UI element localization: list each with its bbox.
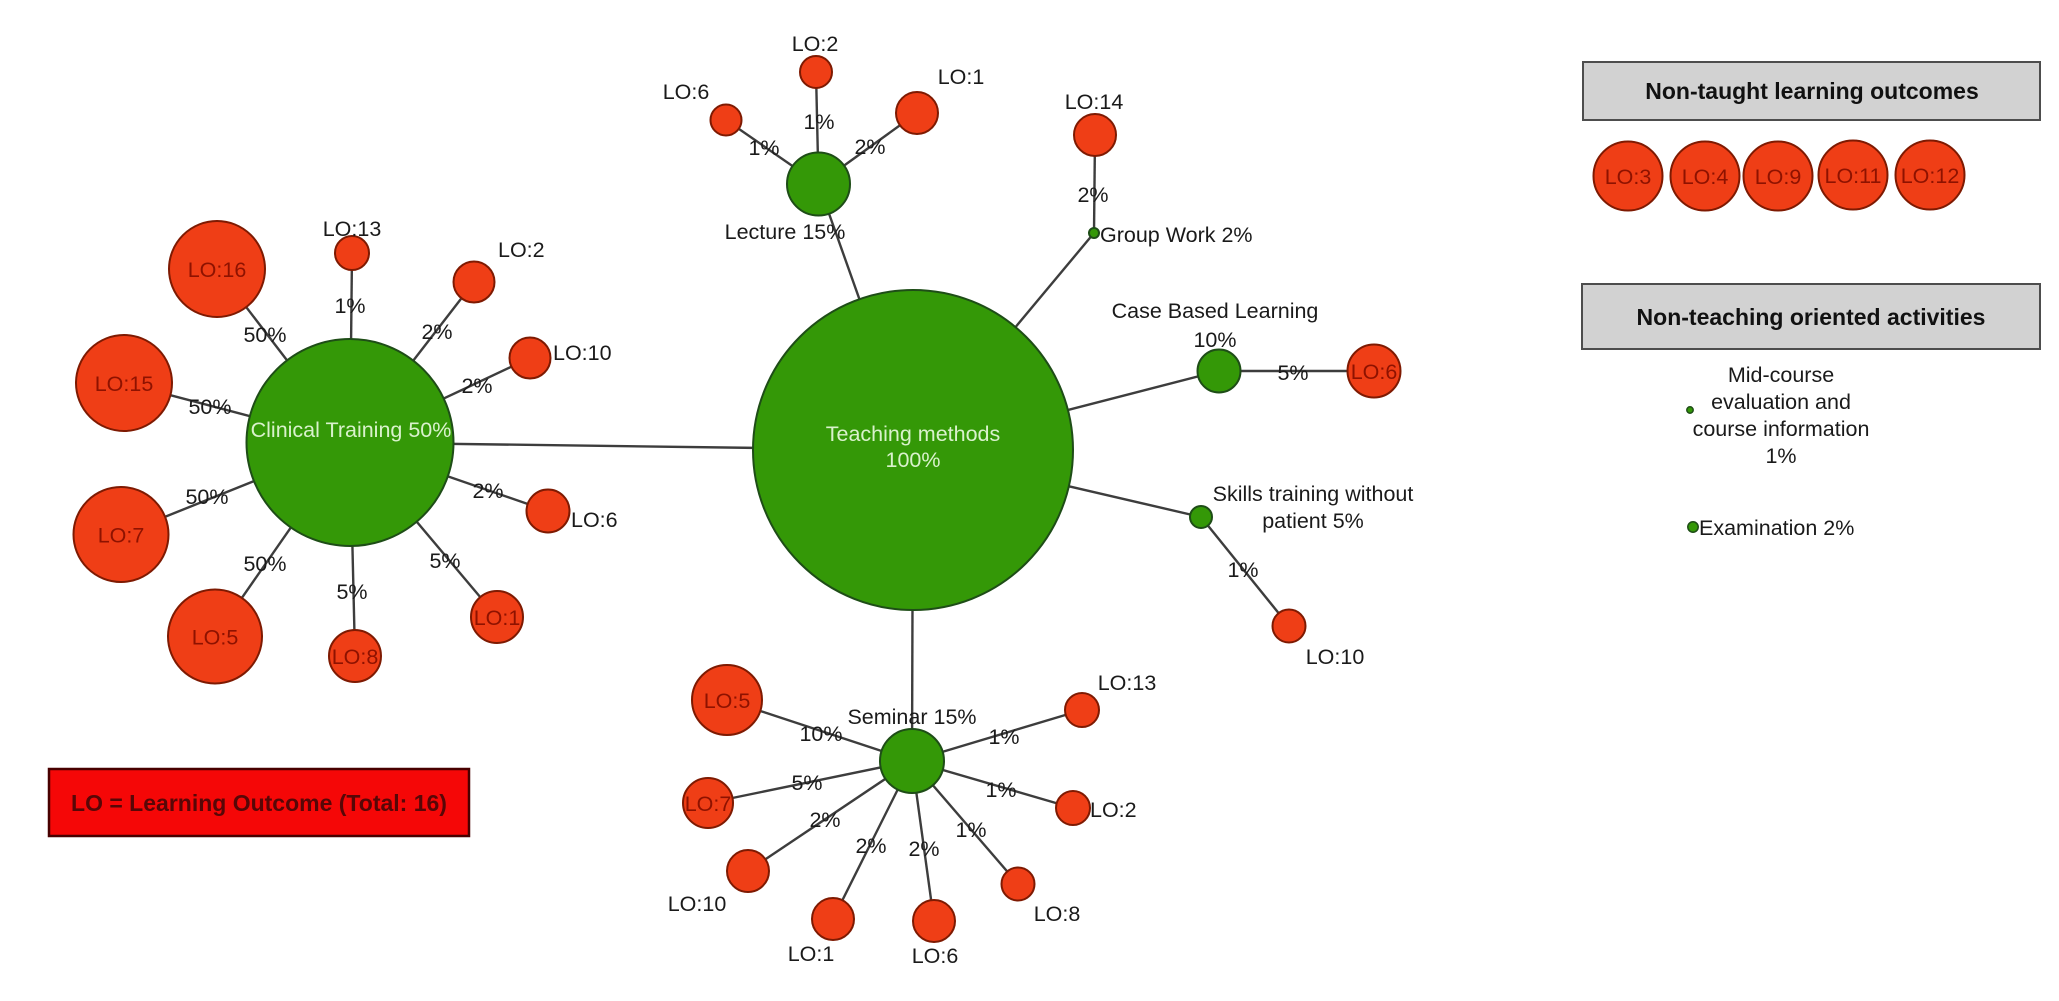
svg-text:5%: 5% xyxy=(336,580,367,604)
svg-text:1%: 1% xyxy=(955,818,986,842)
svg-text:LO:8: LO:8 xyxy=(1034,902,1081,926)
svg-text:LO:5: LO:5 xyxy=(704,689,751,713)
svg-text:Skills training without: Skills training without xyxy=(1213,482,1414,506)
svg-text:LO:10: LO:10 xyxy=(1306,645,1365,669)
svg-text:LO:1: LO:1 xyxy=(788,942,835,966)
svg-text:2%: 2% xyxy=(855,834,886,858)
svg-text:LO:13: LO:13 xyxy=(323,217,382,241)
svg-text:5%: 5% xyxy=(429,549,460,573)
svg-text:LO:6: LO:6 xyxy=(912,944,959,968)
svg-text:LO:11: LO:11 xyxy=(1825,164,1882,188)
svg-text:1%: 1% xyxy=(1227,558,1258,582)
svg-text:1%: 1% xyxy=(985,778,1016,802)
svg-text:10%: 10% xyxy=(1193,328,1236,352)
svg-text:LO:8: LO:8 xyxy=(332,645,379,669)
svg-text:LO:12: LO:12 xyxy=(1901,164,1960,188)
svg-text:2%: 2% xyxy=(1077,183,1108,207)
svg-text:LO:14: LO:14 xyxy=(1065,90,1124,114)
svg-text:Group Work 2%: Group Work 2% xyxy=(1100,223,1253,247)
svg-text:2%: 2% xyxy=(461,374,492,398)
svg-text:5%: 5% xyxy=(791,771,822,795)
svg-text:patient 5%: patient 5% xyxy=(1262,509,1364,533)
svg-text:LO:6: LO:6 xyxy=(663,80,710,104)
svg-text:LO:5: LO:5 xyxy=(192,626,239,650)
svg-text:LO:6: LO:6 xyxy=(571,508,618,532)
svg-text:Case Based Learning: Case Based Learning xyxy=(1112,299,1319,323)
svg-text:50%: 50% xyxy=(185,485,228,509)
svg-text:LO:10: LO:10 xyxy=(553,341,612,365)
svg-text:LO:9: LO:9 xyxy=(1755,165,1802,189)
svg-text:evaluation and: evaluation and xyxy=(1711,390,1851,414)
svg-text:LO:2: LO:2 xyxy=(1090,798,1137,822)
svg-text:LO:2: LO:2 xyxy=(792,32,839,56)
svg-text:2%: 2% xyxy=(421,320,452,344)
svg-text:LO:2: LO:2 xyxy=(498,238,545,262)
svg-text:LO:15: LO:15 xyxy=(95,372,154,396)
svg-text:2%: 2% xyxy=(908,837,939,861)
svg-text:LO:10: LO:10 xyxy=(668,892,727,916)
svg-text:1%: 1% xyxy=(1765,444,1796,468)
svg-text:course information: course information xyxy=(1693,417,1870,441)
svg-text:LO = Learning Outcome (Total:: LO = Learning Outcome (Total: 16) xyxy=(71,790,447,816)
svg-text:50%: 50% xyxy=(188,395,231,419)
svg-text:LO:6: LO:6 xyxy=(1351,360,1398,384)
svg-text:LO:7: LO:7 xyxy=(98,524,145,548)
svg-text:Mid-course: Mid-course xyxy=(1728,363,1834,387)
svg-text:Clinical Training 50%: Clinical Training 50% xyxy=(251,418,452,442)
svg-text:LO:1: LO:1 xyxy=(938,65,985,89)
svg-text:Non-taught learning outcomes: Non-taught learning outcomes xyxy=(1645,78,1979,104)
svg-text:100%: 100% xyxy=(886,448,941,472)
svg-text:50%: 50% xyxy=(243,552,286,576)
svg-text:10%: 10% xyxy=(799,722,842,746)
svg-text:Non-teaching oriented activiti: Non-teaching oriented activities xyxy=(1637,304,1986,330)
svg-text:1%: 1% xyxy=(748,136,779,160)
svg-text:LO:4: LO:4 xyxy=(1682,165,1729,189)
svg-text:LO:3: LO:3 xyxy=(1605,165,1652,189)
svg-text:Seminar 15%: Seminar 15% xyxy=(847,705,976,729)
svg-text:1%: 1% xyxy=(988,725,1019,749)
svg-text:LO:13: LO:13 xyxy=(1098,671,1157,695)
svg-text:50%: 50% xyxy=(243,323,286,347)
svg-text:LO:16: LO:16 xyxy=(188,258,247,282)
svg-text:2%: 2% xyxy=(809,808,840,832)
svg-text:LO:7: LO:7 xyxy=(685,792,732,816)
svg-text:LO:1: LO:1 xyxy=(474,606,521,630)
svg-text:Examination 2%: Examination 2% xyxy=(1699,516,1854,540)
svg-text:5%: 5% xyxy=(1277,361,1308,385)
svg-text:Lecture 15%: Lecture 15% xyxy=(725,220,846,244)
svg-text:Teaching methods: Teaching methods xyxy=(826,422,1001,446)
svg-text:2%: 2% xyxy=(472,479,503,503)
svg-text:1%: 1% xyxy=(803,110,834,134)
svg-text:2%: 2% xyxy=(854,135,885,159)
svg-text:1%: 1% xyxy=(334,294,365,318)
